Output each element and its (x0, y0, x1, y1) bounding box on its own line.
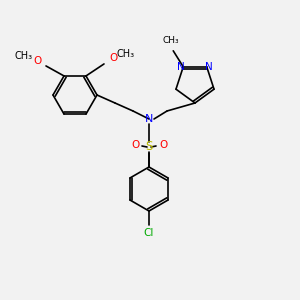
Text: O: O (131, 140, 139, 150)
Text: CH₃: CH₃ (15, 51, 33, 61)
Text: O: O (159, 140, 167, 150)
Text: O: O (34, 56, 42, 66)
Text: CH₃: CH₃ (163, 36, 180, 45)
Text: N: N (205, 62, 213, 72)
Text: N: N (177, 62, 185, 72)
Text: O: O (110, 53, 118, 63)
Text: N: N (145, 114, 153, 124)
Text: Cl: Cl (144, 228, 154, 238)
Text: CH₃: CH₃ (117, 49, 135, 59)
Text: S: S (145, 140, 153, 154)
